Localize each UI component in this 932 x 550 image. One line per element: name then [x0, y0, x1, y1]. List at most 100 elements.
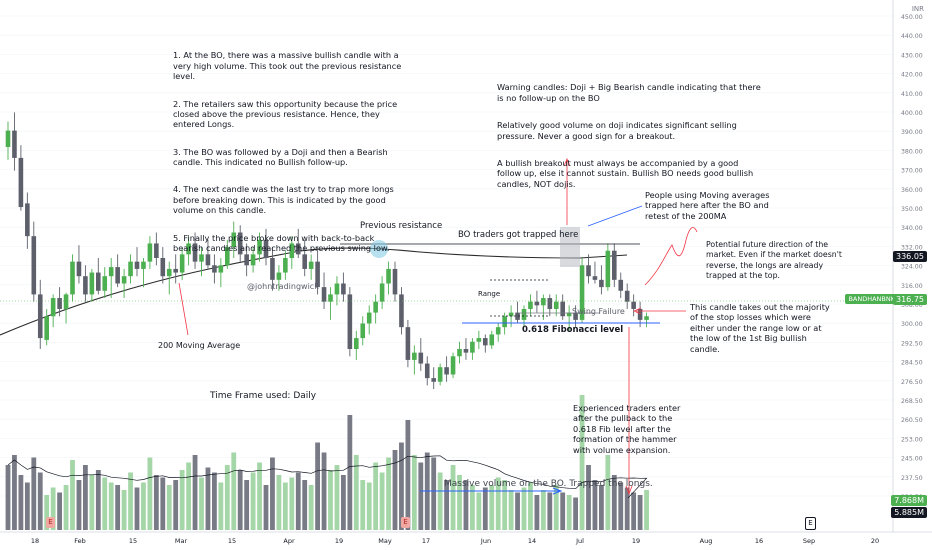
volume-bar: [44, 495, 50, 530]
volume-bar: [431, 457, 437, 530]
y-tick-label: 324.00: [901, 264, 923, 271]
warning-candles-box: [560, 227, 580, 267]
y-tick-label: 350.00: [901, 206, 923, 213]
y-tick-label: 450.00: [901, 14, 923, 21]
last-price-tag: 316.75: [893, 294, 927, 305]
candle-body: [418, 352, 424, 364]
volume-bar: [70, 460, 75, 530]
volume-bar: [160, 477, 166, 530]
x-tick-label: Mar: [175, 537, 188, 545]
candle-body: [341, 283, 346, 295]
volume-bar: [328, 470, 333, 530]
volume-bar: [566, 495, 572, 530]
candle-body: [31, 236, 37, 295]
warning-arrowhead: [563, 157, 571, 167]
volume-bar: [57, 492, 62, 530]
volume-bar: [379, 472, 385, 530]
candle-body: [192, 243, 198, 262]
price-axis[interactable]: 450.00 440.00 430.00 420.00 410.00 400.00 390.…: [0, 0, 932, 533]
volume-bar: [205, 467, 211, 530]
y-tick-label: 292.50: [901, 340, 923, 347]
x-tick-label: 19: [632, 537, 640, 545]
candle-body: [547, 298, 553, 309]
volume-bar: [224, 465, 230, 530]
volume-bar: [502, 480, 508, 530]
candle-body: [444, 367, 449, 375]
symbol-tag: BANDHANBNK: [845, 294, 898, 304]
candle-body: [96, 272, 101, 291]
candle-body: [431, 378, 436, 382]
volume-bar: [192, 455, 198, 530]
volume-bar: [540, 490, 546, 530]
volume-bar: [179, 470, 185, 530]
volume-bar: [347, 415, 353, 530]
x-tick-label: Apr: [283, 537, 295, 545]
volume-bar: [521, 487, 527, 530]
y-tick-label: 420.00: [901, 72, 923, 79]
candle-body: [612, 250, 617, 280]
swing-failure-label: Swing Failure: [572, 307, 625, 316]
candle-body: [5, 130, 11, 147]
volume-bar: [528, 482, 533, 530]
candle-body: [334, 283, 340, 295]
y-tick-label: 260.50: [901, 417, 923, 424]
event-flag[interactable]: E: [805, 517, 816, 530]
volume-bars: [5, 395, 649, 530]
x-tick-label: May: [378, 537, 392, 545]
ma-trap-pointer: [587, 205, 643, 227]
candle-body: [599, 279, 604, 288]
candle-body: [199, 254, 204, 262]
y-tick-label: 308.00: [901, 302, 923, 309]
volume-bar: [457, 475, 462, 530]
time-axis[interactable]: 18 Feb 15 Mar 15 Apr 19 May 17 Jun 14 Jul 19 Aug 16 Sep…: [31, 537, 879, 545]
volume-bar: [250, 472, 256, 530]
left-annotation-block: 1. At the BO, there was a massive bullis…: [173, 40, 403, 270]
candle-body: [166, 268, 172, 277]
y-tick-label: 380.00: [901, 148, 923, 155]
candle-body: [63, 294, 69, 309]
candle-body: [495, 327, 501, 335]
volume-bar: [534, 495, 540, 530]
earnings-flag-1[interactable]: E: [46, 517, 55, 528]
x-tick-label: 15: [129, 537, 137, 545]
stop-loss-note: This candle takes out the majority of th…: [690, 302, 830, 354]
volume-bar: [470, 485, 475, 530]
x-tick-label: 16: [755, 537, 763, 545]
candle-body: [263, 239, 269, 258]
volume-bar: [592, 480, 598, 530]
candle-body: [321, 287, 327, 302]
candle-body: [592, 276, 598, 280]
candle-body: [315, 261, 320, 288]
candle-body: [437, 367, 443, 382]
y-tick-label: 410.00: [901, 91, 923, 98]
volume-bar: [276, 475, 282, 530]
volume-tag-1: 7.868M: [891, 495, 927, 506]
candle-body: [225, 247, 230, 266]
volume-bar: [199, 477, 204, 530]
candle-body: [12, 130, 17, 158]
volume-bar: [437, 472, 443, 530]
candle-body: [541, 298, 546, 306]
experienced-traders-note: Experienced traders enter after the pull…: [573, 403, 681, 455]
previous-resistance-label: Previous resistance: [360, 221, 443, 231]
earnings-flag-2[interactable]: E: [401, 517, 410, 528]
candle-body: [360, 323, 366, 339]
candle-body: [424, 363, 430, 379]
volume-bar: [418, 462, 424, 530]
candle-body: [108, 267, 114, 277]
future-direction-note: Potential future direction of the market…: [706, 240, 842, 281]
y-tick-label: 440.00: [901, 33, 923, 40]
candle-body: [218, 265, 224, 273]
volume-bar: [366, 482, 372, 530]
breakout-note: A bullish breakout must always be accomp…: [497, 157, 754, 189]
candle-body: [270, 258, 275, 280]
x-tick-label: Jul: [575, 537, 584, 545]
note-3: 3. The BO was followed by a Doji and the…: [173, 146, 388, 168]
y-tick-label: 316.00: [901, 283, 923, 290]
warning-note: Warning candles: Doji + Big Bearish cand…: [497, 82, 761, 103]
candle-body: [57, 298, 62, 309]
candle-body: [70, 261, 75, 295]
ma-label-pointer: [178, 282, 189, 336]
volume-bar: [495, 477, 501, 530]
